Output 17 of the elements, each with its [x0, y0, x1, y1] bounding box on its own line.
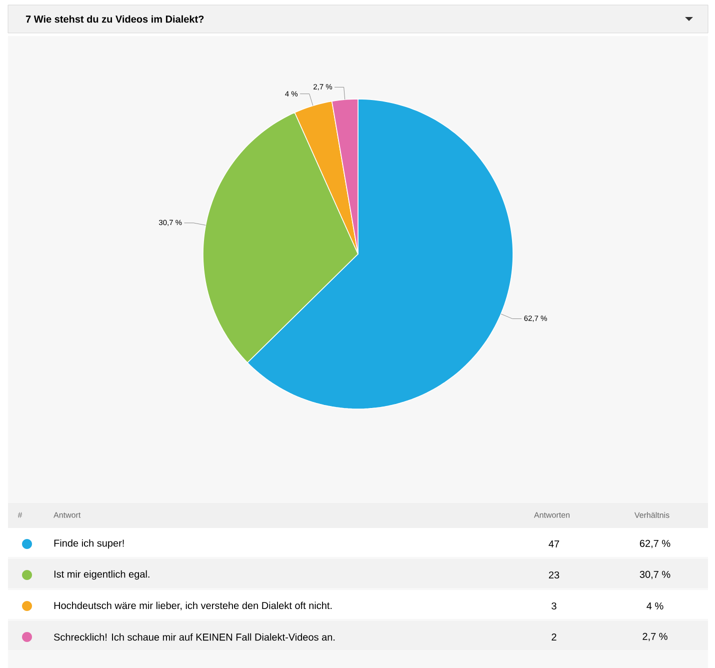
legend-label: Hochdeutsch wäre mir lieber, ich verstehe den Dialekt oft nicht. [54, 602, 332, 610]
text: 30,7 % [640, 570, 670, 580]
text: 23 [548, 571, 560, 579]
text: 47 [548, 540, 560, 548]
text: 2 [552, 634, 556, 640]
chart-title: 7 Wie stehst du zu Videos im Dialekt? [26, 15, 204, 23]
legend-label: Ist mir eigentlich egal. [54, 570, 150, 580]
text: Verhältnis [634, 512, 670, 518]
text: 4 % [646, 602, 664, 610]
legend-label: Schrecklich! Ich schaue mir auf KEINEN Fall Dialekt-Videos an. [54, 633, 335, 641]
legend-label: Finde ich super! [54, 539, 124, 549]
text: 3 [552, 602, 556, 610]
text: 2,7 % [642, 632, 668, 642]
text: Antwort [54, 512, 81, 518]
text: # [18, 512, 22, 518]
text: Antworten [534, 512, 570, 518]
text: 62,7 % [640, 540, 670, 548]
